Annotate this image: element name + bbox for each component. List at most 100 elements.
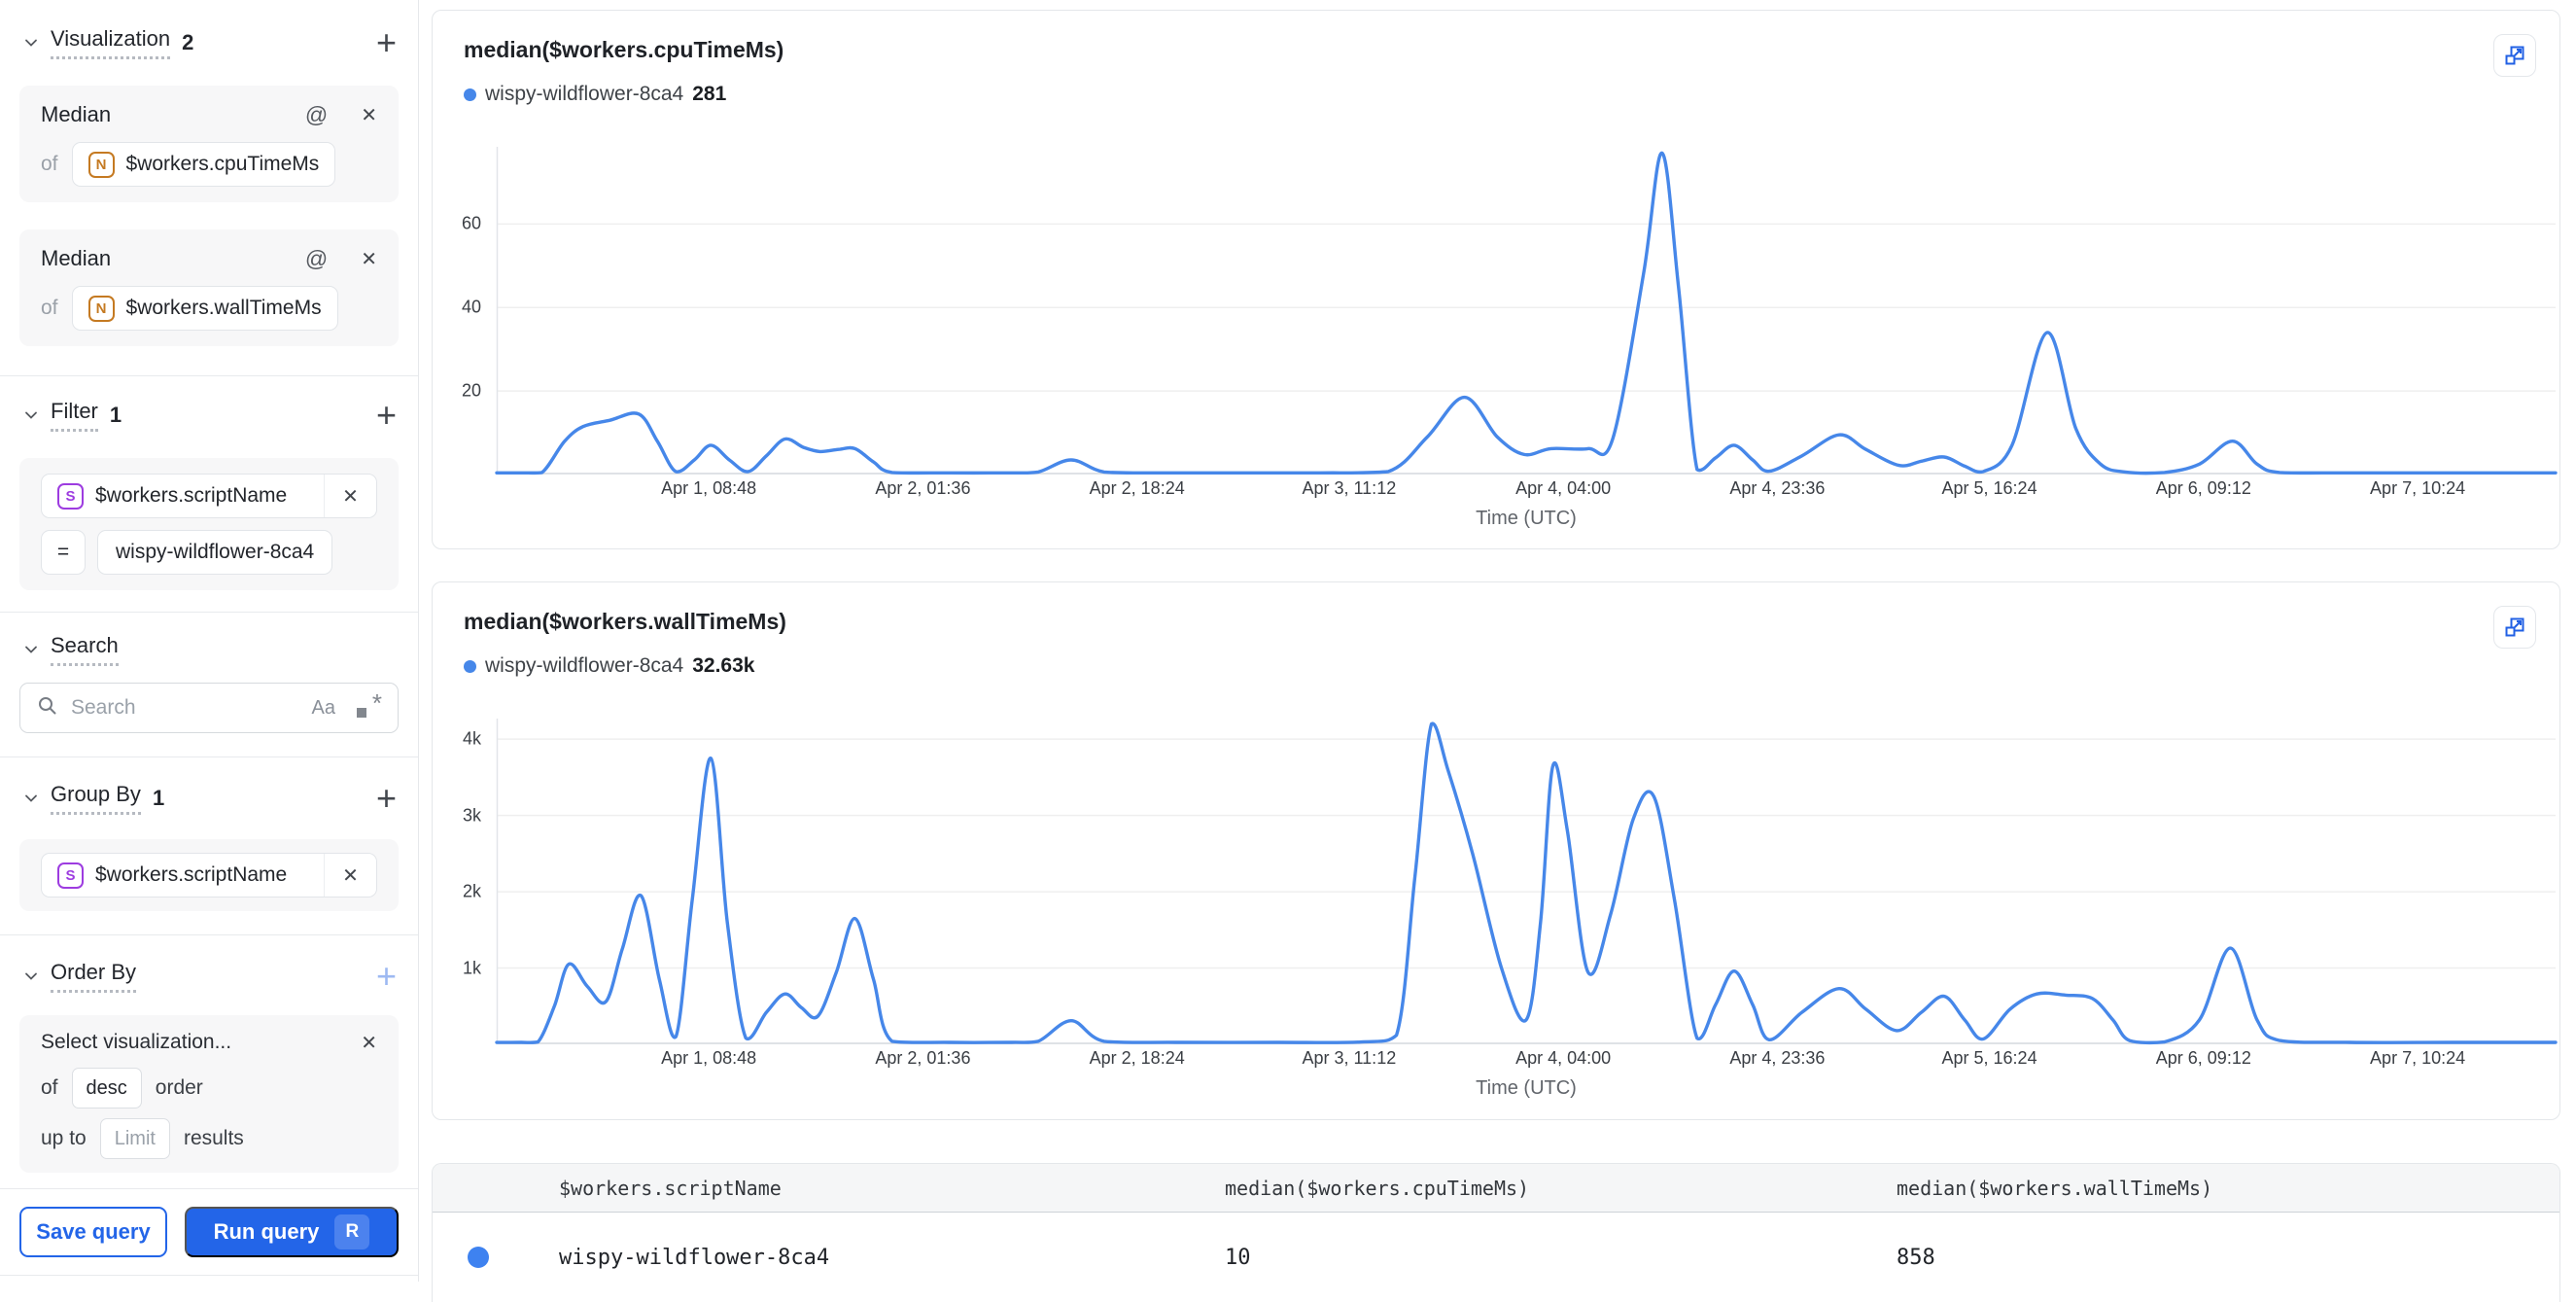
x-axis-tick-label: Apr 2, 01:36	[875, 478, 971, 498]
series-dot-icon	[464, 88, 476, 101]
x-axis-title: Time (UTC)	[1476, 1077, 1577, 1099]
filter-section-label[interactable]: Filter	[51, 399, 98, 432]
remove-group-by-icon[interactable]: ✕	[324, 854, 376, 897]
field-selector[interactable]: N $workers.cpuTimeMs	[71, 142, 336, 187]
divider	[0, 1188, 418, 1189]
order-by-card: Select visualization... ✕ of desc order …	[19, 1015, 399, 1173]
group-by-field-selector[interactable]: S $workers.scriptName ✕	[41, 853, 377, 897]
add-filter-button[interactable]: +	[375, 395, 397, 435]
x-axis-tick-label: Apr 4, 23:36	[1729, 1048, 1826, 1068]
search-input[interactable]: Search Aa *	[19, 683, 399, 733]
of-label: of	[41, 297, 58, 319]
x-axis-tick-label: Apr 7, 10:24	[2370, 1048, 2466, 1068]
expand-icon	[2505, 617, 2524, 637]
chevron-down-icon[interactable]	[21, 789, 41, 808]
order-by-visualization-dropdown[interactable]: Select visualization...	[41, 1031, 232, 1053]
order-by-section-label[interactable]: Order By	[51, 960, 137, 993]
x-axis-tick-label: Apr 4, 04:00	[1515, 1048, 1612, 1068]
numeric-type-icon: N	[87, 295, 115, 322]
x-axis-tick-label: Apr 3, 11:12	[1302, 478, 1397, 498]
expand-chart-button[interactable]	[2493, 34, 2536, 77]
add-group-by-button[interactable]: +	[375, 778, 397, 818]
run-query-button[interactable]: Run query R	[185, 1207, 399, 1257]
table-row[interactable]: wispy-wildflower-8ca4 10 858	[433, 1213, 2559, 1302]
divider	[0, 934, 418, 935]
filter-field-selector[interactable]: S $workers.scriptName ✕	[41, 474, 377, 518]
chevron-down-icon[interactable]	[21, 640, 41, 659]
group-by-count: 1	[152, 786, 165, 810]
search-section-header: Search	[21, 632, 397, 667]
filter-operator-dropdown[interactable]: =	[41, 530, 86, 575]
x-axis-tick-label: Apr 5, 16:24	[1941, 478, 2037, 498]
x-axis-tick-label: Apr 3, 11:12	[1302, 1048, 1397, 1068]
run-shortcut-badge: R	[334, 1214, 370, 1249]
visualization-card: Median @ ✕ of N $workers.wallTimeMs	[19, 229, 399, 346]
order-direction-dropdown[interactable]: desc	[71, 1068, 142, 1108]
regex-icon[interactable]: *	[355, 688, 382, 721]
match-case-icon[interactable]: Aa	[311, 696, 335, 719]
order-by-section-header: Order By +	[21, 959, 397, 994]
col-header-script-name[interactable]: $workers.scriptName	[559, 1176, 782, 1200]
save-query-button[interactable]: Save query	[19, 1207, 167, 1257]
aggregation-dropdown[interactable]: Median	[41, 246, 112, 270]
string-type-icon: S	[57, 862, 84, 889]
add-order-by-button[interactable]: +	[375, 956, 397, 996]
aggregation-dropdown[interactable]: Median	[41, 102, 112, 126]
x-axis-labels: Apr 1, 08:48 Apr 2, 01:36 Apr 2, 18:24 Apr …	[497, 1048, 2556, 1072]
chevron-down-icon[interactable]	[21, 967, 41, 986]
of-label: of	[41, 153, 58, 175]
filter-value-input[interactable]: wispy-wildflower-8ca4	[97, 530, 333, 575]
x-axis-tick-label: Apr 4, 04:00	[1515, 478, 1612, 498]
expand-icon	[2505, 46, 2524, 65]
chart-legend[interactable]: wispy-wildflower-8ca4 281	[464, 82, 2528, 107]
visualization-section-label[interactable]: Visualization	[51, 26, 171, 59]
x-axis-tick-label: Apr 5, 16:24	[1941, 1048, 2037, 1068]
chevron-down-icon[interactable]	[21, 405, 41, 425]
x-axis-tick-label: Apr 1, 08:48	[661, 478, 757, 498]
limit-input[interactable]: Limit	[99, 1118, 170, 1159]
x-axis-tick-label: Apr 2, 01:36	[875, 1048, 971, 1068]
y-axis-tick-label: 4k	[462, 728, 481, 749]
divider	[0, 1275, 418, 1276]
chart-card-wall-time: median($workers.wallTimeMs) wispy-wildfl…	[432, 581, 2560, 1120]
remove-order-by-icon[interactable]: ✕	[361, 1032, 377, 1054]
remove-filter-icon[interactable]: ✕	[324, 475, 376, 517]
y-axis-tick-label: 2k	[462, 881, 481, 901]
search-section-label[interactable]: Search	[51, 633, 119, 666]
col-header-cpu-time[interactable]: median($workers.cpuTimeMs)	[1225, 1176, 1530, 1200]
chart-legend[interactable]: wispy-wildflower-8ca4 32.63k	[464, 653, 2528, 679]
visualization-section-header: Visualization 2 +	[21, 25, 397, 60]
group-by-section-label[interactable]: Group By	[51, 782, 141, 815]
results-panel: median($workers.cpuTimeMs) wispy-wildflo…	[419, 0, 2576, 1302]
divider	[0, 612, 418, 613]
group-by-card: S $workers.scriptName ✕	[19, 839, 399, 911]
filter-card: S $workers.scriptName ✕ = wispy-wildflow…	[19, 458, 399, 590]
x-axis-tick-label: Apr 4, 23:36	[1729, 478, 1826, 498]
y-axis-tick-label: 60	[461, 213, 481, 233]
line-chart-plot[interactable]: 20 40 60	[462, 147, 2558, 475]
remove-visualization-icon[interactable]: ✕	[361, 104, 377, 126]
search-icon	[36, 694, 59, 722]
filter-count: 1	[109, 403, 122, 427]
x-axis-tick-label: Apr 2, 18:24	[1089, 478, 1185, 498]
chevron-down-icon[interactable]	[21, 33, 41, 53]
expand-chart-button[interactable]	[2493, 606, 2536, 649]
numeric-type-icon: N	[87, 151, 115, 178]
x-axis-tick-label: Apr 2, 18:24	[1089, 1048, 1185, 1068]
chart-title: median($workers.wallTimeMs)	[464, 609, 786, 634]
chart-card-cpu-time: median($workers.cpuTimeMs) wispy-wildflo…	[432, 10, 2560, 549]
of-label: of	[41, 1076, 58, 1099]
remove-visualization-icon[interactable]: ✕	[361, 248, 377, 270]
x-axis-tick-label: Apr 7, 10:24	[2370, 478, 2466, 498]
add-visualization-button[interactable]: +	[375, 22, 397, 62]
chart-title: median($workers.cpuTimeMs)	[464, 37, 784, 62]
col-header-wall-time[interactable]: median($workers.wallTimeMs)	[1897, 1176, 2213, 1200]
field-selector[interactable]: N $workers.wallTimeMs	[71, 286, 338, 331]
at-icon[interactable]: @	[304, 101, 329, 127]
line-chart-plot[interactable]: 1k 2k 3k 4k	[463, 719, 2558, 1045]
divider	[0, 375, 418, 376]
at-icon[interactable]: @	[304, 245, 329, 271]
order-label: order	[155, 1076, 203, 1099]
x-axis-tick-label: Apr 6, 09:12	[2155, 478, 2251, 498]
up-to-label: up to	[41, 1127, 87, 1149]
